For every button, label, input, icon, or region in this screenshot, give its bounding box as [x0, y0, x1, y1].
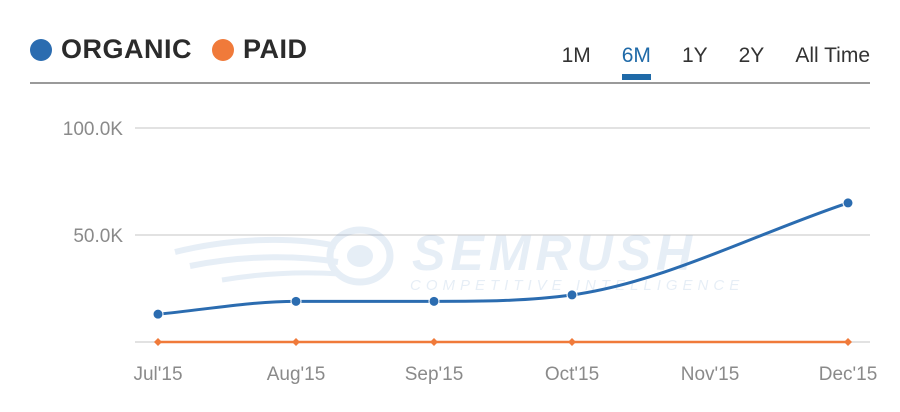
y-tick-label: 100.0K — [63, 119, 124, 140]
legend-item-organic[interactable]: ORGANIC — [30, 34, 192, 65]
data-point-paid[interactable] — [292, 338, 300, 346]
series-line-organic — [157, 201, 849, 316]
tab-all-time[interactable]: All Time — [795, 44, 870, 67]
organic-dot-icon — [30, 38, 52, 61]
data-point-organic[interactable] — [842, 197, 854, 209]
x-tick-label: Sep'15 — [405, 364, 464, 385]
header-divider — [30, 82, 870, 84]
x-tick-label: Aug'15 — [267, 364, 326, 385]
x-tick-label: Nov'15 — [681, 364, 740, 385]
legend-label-paid: PAID — [243, 34, 308, 64]
tab-2y[interactable]: 2Y — [738, 44, 765, 67]
data-point-organic[interactable] — [152, 308, 164, 320]
data-point-paid[interactable] — [844, 338, 852, 346]
chart-series — [152, 197, 854, 346]
x-tick-label: Oct'15 — [545, 364, 599, 385]
data-point-paid[interactable] — [430, 338, 438, 346]
data-point-paid[interactable] — [568, 338, 576, 346]
time-range-tabs: 1M 6M 1Y 2Y All Time — [531, 44, 870, 80]
x-tick-label: Dec'15 — [819, 364, 878, 385]
y-axis-labels: 50.0K 100.0K — [63, 119, 124, 247]
data-point-organic[interactable] — [290, 295, 302, 307]
y-tick-label: 50.0K — [73, 226, 123, 247]
tab-1y[interactable]: 1Y — [681, 44, 708, 67]
tab-6m[interactable]: 6M — [621, 44, 652, 80]
legend-label-organic: ORGANIC — [61, 34, 192, 64]
data-point-organic[interactable] — [566, 289, 578, 301]
data-point-paid[interactable] — [154, 338, 162, 346]
semrush-logo-icon — [174, 226, 394, 286]
data-point-organic[interactable] — [428, 295, 440, 307]
x-tick-label: Jul'15 — [133, 364, 182, 385]
semrush-watermark: SEMRUSH COMPETITIVE INTELLIGENCE — [174, 225, 744, 294]
watermark-tagline: COMPETITIVE INTELLIGENCE — [410, 277, 744, 294]
chart-legend: ORGANIC PAID — [30, 34, 328, 65]
paid-dot-icon — [212, 38, 234, 61]
watermark-brand: SEMRUSH — [412, 225, 697, 281]
x-axis-labels: Jul'15 Aug'15 Sep'15 Oct'15 Nov'15 Dec'15 — [133, 364, 877, 385]
tab-1m[interactable]: 1M — [561, 44, 591, 67]
legend-item-paid[interactable]: PAID — [212, 34, 308, 65]
